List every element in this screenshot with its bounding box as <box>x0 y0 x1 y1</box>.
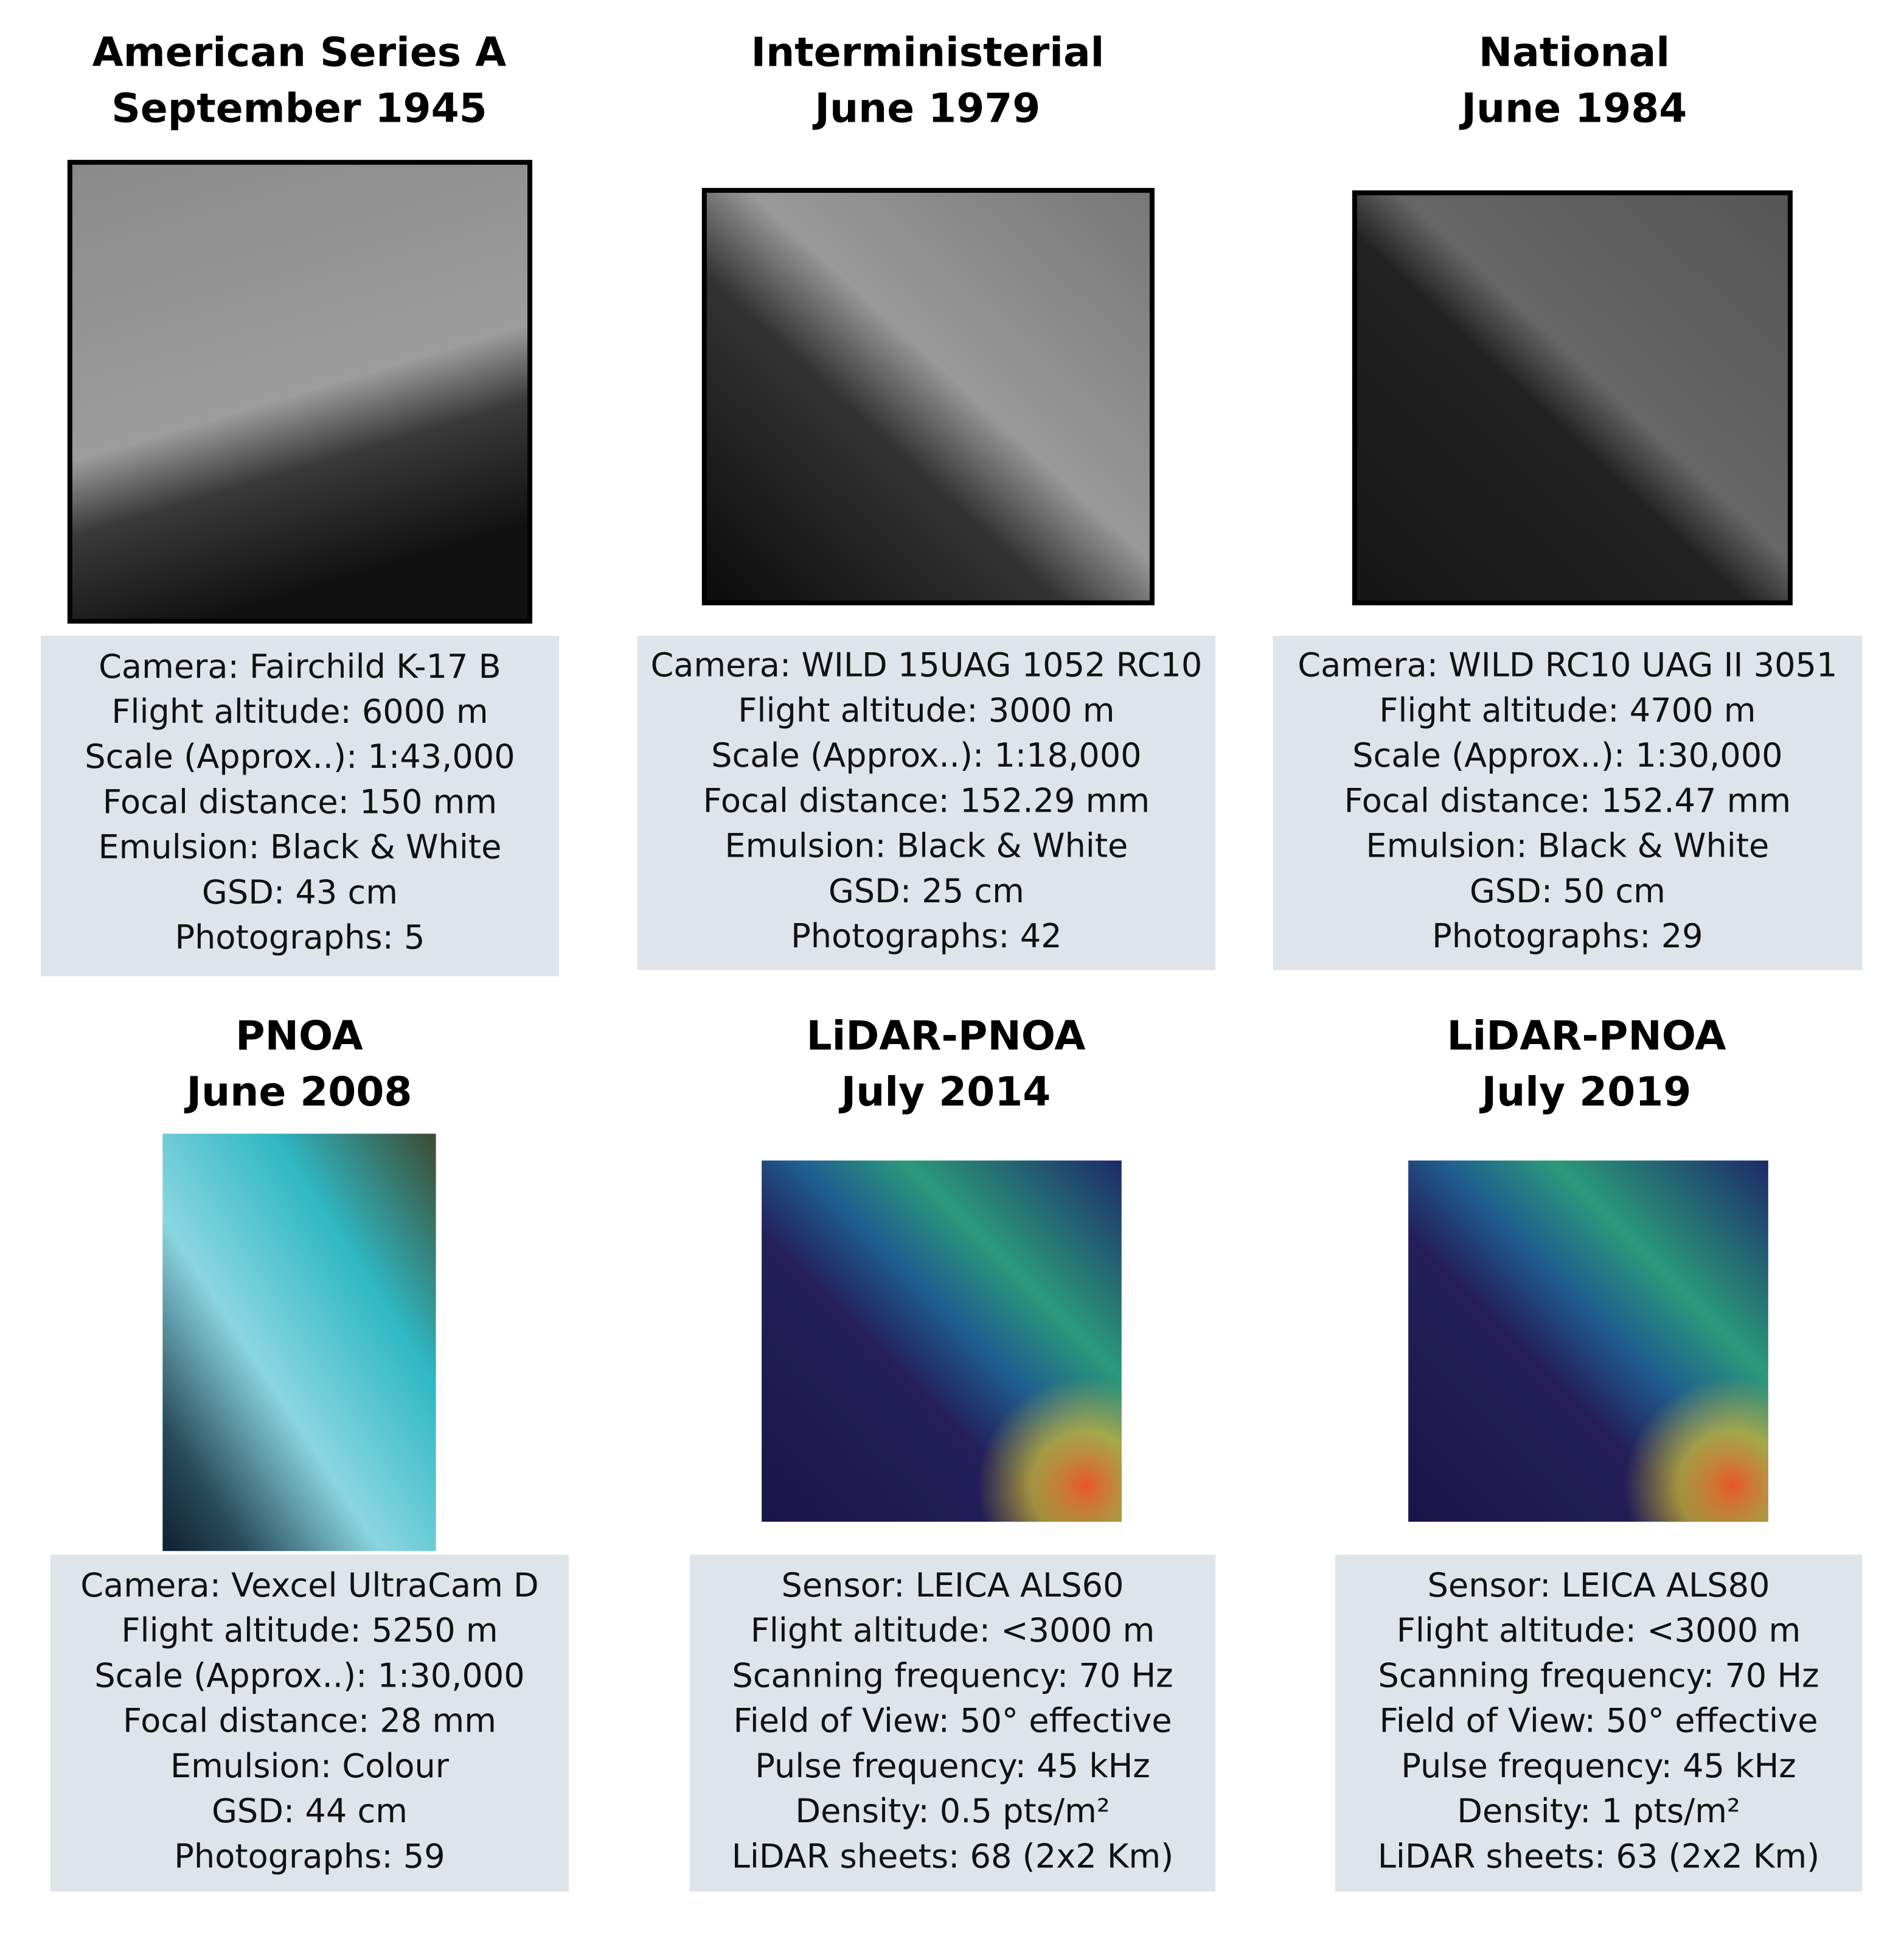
info-box <box>40 635 560 977</box>
panel-title: June 1984 <box>1459 85 1687 132</box>
info-line: Focal distance: 152.47 mm <box>1344 781 1791 820</box>
aerial-image-overlay <box>1408 1160 1768 1522</box>
info-line: Photographs: 29 <box>1432 917 1703 955</box>
info-line: Focal distance: 28 mm <box>123 1702 496 1740</box>
info-line: Density: 1 pts/m² <box>1457 1792 1740 1830</box>
panel-title: July 2014 <box>839 1068 1051 1115</box>
info-box <box>689 1555 1216 1892</box>
info-line: Camera: WILD 15UAG 1052 RC10 <box>650 646 1202 684</box>
panel-title: PNOA <box>235 1012 363 1059</box>
info-box <box>1273 635 1863 970</box>
info-line: Photographs: 59 <box>174 1837 445 1875</box>
info-line: Flight altitude: 6000 m <box>111 692 488 731</box>
info-line: Density: 0.5 pts/m² <box>795 1792 1110 1830</box>
info-line: Photographs: 42 <box>791 917 1061 955</box>
info-line: Pulse frequency: 45 kHz <box>755 1747 1150 1785</box>
panel-title: July 2019 <box>1479 1068 1692 1115</box>
panel-title: LiDAR-PNOA <box>1447 1012 1726 1059</box>
info-line: Flight altitude: <3000 m <box>751 1611 1155 1649</box>
panel-title: June 1979 <box>812 85 1040 132</box>
info-line: Scanning frequency: 70 Hz <box>1378 1656 1819 1694</box>
aerial-image <box>1352 190 1793 605</box>
info-line: Scale (Approx..): 1:30,000 <box>94 1656 524 1694</box>
info-line: GSD: 43 cm <box>202 873 398 911</box>
info-line: Emulsion: Black & White <box>1366 827 1769 865</box>
info-line: Scale (Approx..): 1:30,000 <box>1352 736 1782 775</box>
info-line: Focal distance: 150 mm <box>103 782 497 821</box>
info-line: Scale (Approx..): 1:43,000 <box>85 737 515 776</box>
info-line: Camera: Fairchild K-17 B <box>99 647 501 686</box>
panel-title: Interministerial <box>751 29 1104 75</box>
panel-title: American Series A <box>92 29 507 75</box>
info-line: Emulsion: Black & White <box>98 828 501 866</box>
aerial-image-overlay <box>762 1160 1122 1522</box>
info-line: Camera: Vexcel UltraCam D <box>80 1566 538 1604</box>
info-line: Emulsion: Black & White <box>724 827 1128 865</box>
aerial-image <box>701 187 1155 605</box>
aerial-image <box>162 1134 436 1552</box>
info-line: Scale (Approx..): 1:18,000 <box>711 736 1141 775</box>
info-line: Field of View: 50° effective <box>733 1702 1172 1740</box>
aerial-image <box>67 159 533 624</box>
info-box <box>50 1555 569 1892</box>
info-line: Field of View: 50° effective <box>1380 1702 1818 1740</box>
info-line: Sensor: LEICA ALS60 <box>782 1566 1124 1604</box>
info-line: Sensor: LEICA ALS80 <box>1428 1566 1770 1604</box>
info-line: Emulsion: Colour <box>170 1747 450 1785</box>
info-box <box>637 635 1216 970</box>
panel-title: June 2008 <box>184 1068 412 1115</box>
info-line: Flight altitude: <3000 m <box>1397 1611 1801 1649</box>
info-line: LiDAR sheets: 68 (2x2 Km) <box>732 1837 1174 1875</box>
info-line: GSD: 25 cm <box>829 872 1024 910</box>
info-line: Photographs: 5 <box>175 918 425 956</box>
panel-title: National <box>1479 29 1670 75</box>
info-line: Camera: WILD RC10 UAG II 3051 <box>1298 646 1837 684</box>
info-line: Focal distance: 152.29 mm <box>703 781 1150 820</box>
info-line: LiDAR sheets: 63 (2x2 Km) <box>1378 1837 1820 1875</box>
info-line: GSD: 50 cm <box>1470 872 1666 910</box>
info-line: Flight altitude: 5250 m <box>121 1611 498 1649</box>
info-line: GSD: 44 cm <box>212 1792 408 1830</box>
info-line: Flight altitude: 3000 m <box>738 691 1114 730</box>
info-line: Pulse frequency: 45 kHz <box>1401 1747 1796 1785</box>
info-line: Scanning frequency: 70 Hz <box>732 1656 1173 1694</box>
panel-title: LiDAR-PNOA <box>806 1012 1085 1059</box>
panel-title: September 1945 <box>111 85 487 132</box>
info-box <box>1335 1555 1863 1892</box>
info-line: Flight altitude: 4700 m <box>1379 691 1756 730</box>
